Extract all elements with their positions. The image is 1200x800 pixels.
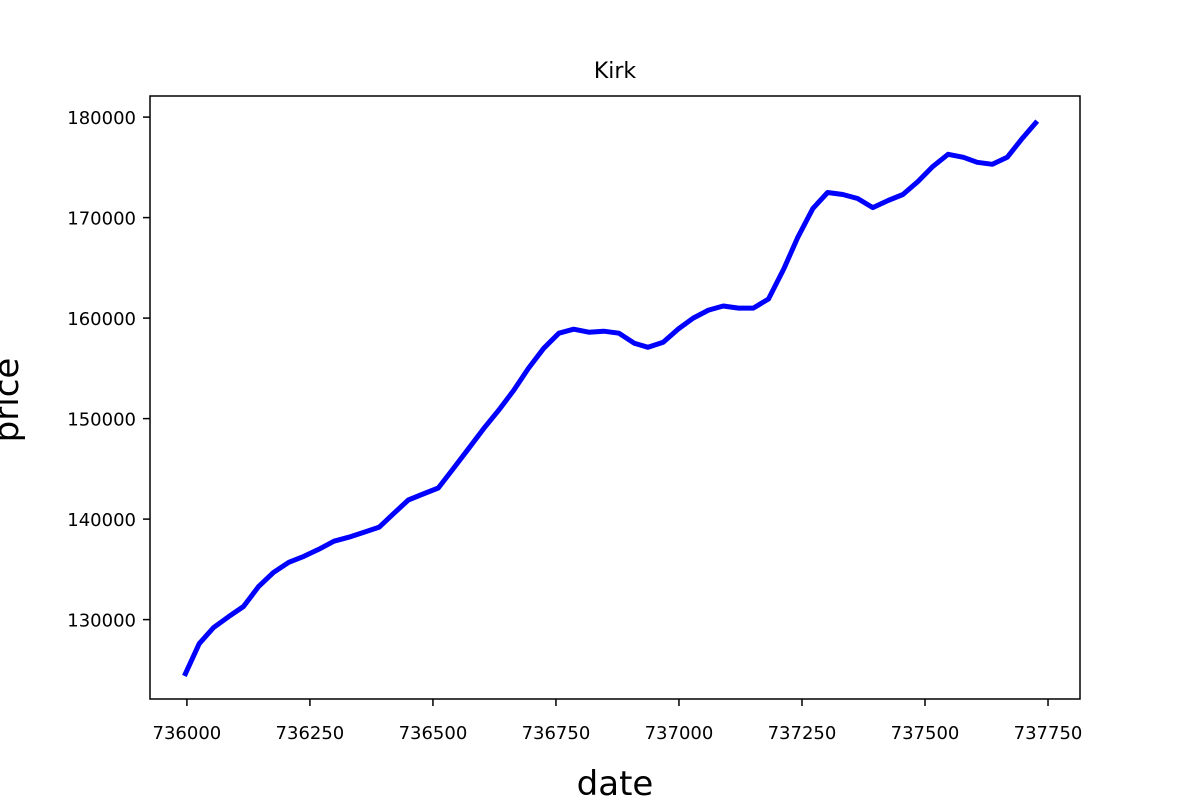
x-tick-label: 737000 <box>645 723 714 744</box>
y-tick-label: 150000 <box>67 410 136 431</box>
x-tick-label: 737500 <box>891 723 960 744</box>
y-axis-label: price <box>0 358 27 443</box>
y-tick-label: 180000 <box>67 108 136 129</box>
series-line-0 <box>182 119 1040 677</box>
x-tick-label: 737750 <box>1014 723 1083 744</box>
x-tick-label: 736250 <box>276 723 345 744</box>
plot-area <box>182 119 1040 677</box>
x-axis: 736000 736250 736500 736750 737000 737250 7375… <box>153 699 1083 744</box>
y-tick-label: 170000 <box>67 209 136 230</box>
chart-title: Kirk <box>594 59 637 84</box>
plot-frame <box>149 95 1081 700</box>
x-tick-label: 736750 <box>522 723 591 744</box>
y-tick-label: 140000 <box>67 510 136 531</box>
x-tick-label: 737250 <box>768 723 837 744</box>
x-tick-label: 736500 <box>399 723 468 744</box>
y-tick-label: 130000 <box>67 611 136 632</box>
x-axis-label: date <box>577 764 654 800</box>
y-axis: 130000 140000 150000 160000 170000 180000 <box>67 108 150 632</box>
y-tick-label: 160000 <box>67 309 136 330</box>
x-tick-label: 736000 <box>153 723 222 744</box>
